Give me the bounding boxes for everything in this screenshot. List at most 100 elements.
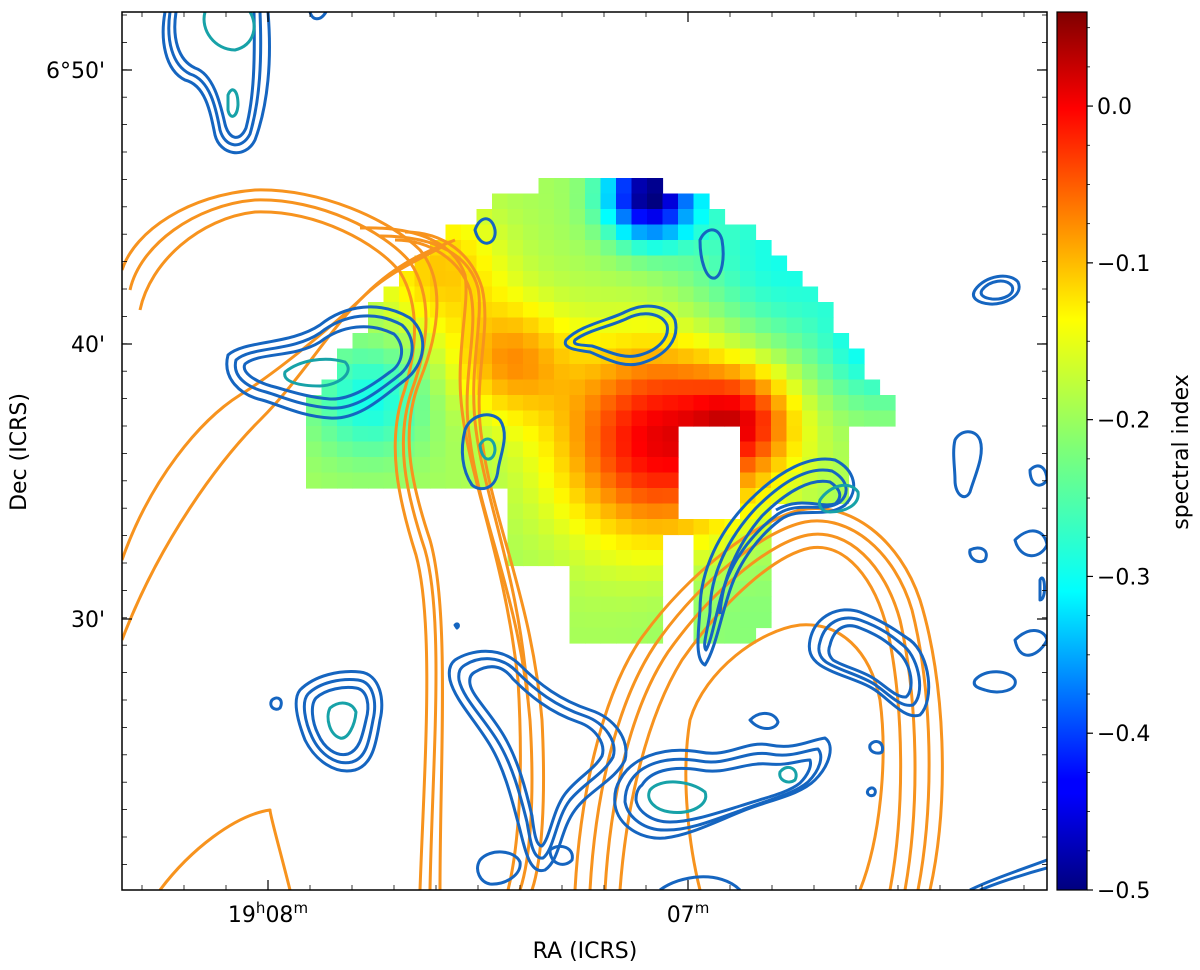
map-pixel xyxy=(662,224,679,241)
map-pixel xyxy=(600,550,617,567)
map-pixel xyxy=(538,209,555,226)
colorbar-tick-label: −0.5 xyxy=(1097,879,1150,904)
map-pixel xyxy=(507,379,524,396)
map-pixel xyxy=(492,364,509,381)
map-pixel xyxy=(507,534,524,551)
map-pixel xyxy=(569,488,586,505)
map-pixel xyxy=(709,348,726,365)
map-pixel xyxy=(569,441,586,458)
map-pixel xyxy=(523,488,540,505)
map-pixel xyxy=(662,441,679,458)
map-pixel xyxy=(817,441,834,458)
map-pixel xyxy=(802,286,819,303)
map-pixel xyxy=(600,581,617,598)
map-pixel xyxy=(616,224,633,241)
map-pixel xyxy=(616,627,633,644)
map-pixel xyxy=(554,302,571,319)
map-pixel xyxy=(802,410,819,427)
map-pixel xyxy=(616,565,633,582)
map-pixel xyxy=(771,379,788,396)
map-pixel xyxy=(445,317,462,334)
map-pixel xyxy=(507,240,524,257)
map-pixel xyxy=(507,193,524,210)
map-pixel xyxy=(585,627,602,644)
map-pixel xyxy=(507,286,524,303)
map-pixel xyxy=(631,627,648,644)
map-pixel xyxy=(585,255,602,272)
map-pixel xyxy=(492,333,509,350)
map-pixel xyxy=(585,410,602,427)
map-pixel xyxy=(740,472,757,489)
map-pixel xyxy=(678,317,695,334)
map-pixel xyxy=(740,426,757,443)
map-pixel xyxy=(662,410,679,427)
map-pixel xyxy=(755,364,772,381)
map-pixel xyxy=(585,178,602,195)
axis-ticks xyxy=(122,12,1047,890)
map-pixel xyxy=(414,395,431,412)
map-pixel xyxy=(600,410,617,427)
map-pixel xyxy=(445,224,462,241)
map-pixel xyxy=(585,224,602,241)
map-pixel xyxy=(817,395,834,412)
map-pixel xyxy=(368,364,385,381)
map-pixel xyxy=(554,410,571,427)
map-pixel xyxy=(631,441,648,458)
map-pixel xyxy=(569,581,586,598)
map-pixel xyxy=(585,302,602,319)
map-pixel xyxy=(740,240,757,257)
map-pixel xyxy=(616,255,633,272)
map-pixel xyxy=(538,255,555,272)
map-pixel xyxy=(616,581,633,598)
map-pixel xyxy=(833,395,850,412)
map-pixel xyxy=(616,457,633,474)
map-pixel xyxy=(631,565,648,582)
map-pixel xyxy=(678,271,695,288)
map-pixel xyxy=(755,286,772,303)
map-pixel xyxy=(740,457,757,474)
map-pixel xyxy=(740,271,757,288)
map-pixel xyxy=(678,333,695,350)
map-pixel xyxy=(616,286,633,303)
map-pixel xyxy=(383,441,400,458)
map-pixel xyxy=(709,333,726,350)
colorbar xyxy=(1056,11,1088,891)
map-pixel xyxy=(864,379,881,396)
map-pixel xyxy=(647,488,664,505)
map-pixel xyxy=(817,410,834,427)
map-pixel xyxy=(383,348,400,365)
map-pixel xyxy=(507,209,524,226)
x-tick-labels: 19h08m 07m xyxy=(228,899,709,928)
colorbar-tick-label: −0.3 xyxy=(1097,565,1150,590)
map-pixel xyxy=(492,302,509,319)
map-pixel xyxy=(755,255,772,272)
map-pixel xyxy=(647,178,664,195)
map-pixel xyxy=(538,271,555,288)
map-pixel xyxy=(786,379,803,396)
map-pixel xyxy=(414,302,431,319)
map-pixel xyxy=(724,286,741,303)
map-pixel xyxy=(771,457,788,474)
map-pixel xyxy=(647,286,664,303)
map-pixel xyxy=(585,550,602,567)
map-pixel xyxy=(755,441,772,458)
map-pixel xyxy=(445,271,462,288)
map-pixel xyxy=(616,426,633,443)
map-pixel xyxy=(538,441,555,458)
map-pixel xyxy=(507,503,524,520)
map-pixel xyxy=(445,457,462,474)
map-pixel xyxy=(631,317,648,334)
map-pixel xyxy=(523,271,540,288)
map-pixel xyxy=(600,565,617,582)
map-pixel xyxy=(709,379,726,396)
map-pixel xyxy=(554,488,571,505)
y-tick-label-2: 30' xyxy=(71,608,105,633)
map-pixel xyxy=(585,240,602,257)
map-pixel xyxy=(662,255,679,272)
map-pixel xyxy=(600,627,617,644)
map-pixel xyxy=(879,395,896,412)
map-pixel xyxy=(600,364,617,381)
map-pixel xyxy=(786,364,803,381)
map-pixel xyxy=(585,472,602,489)
map-pixel xyxy=(507,364,524,381)
